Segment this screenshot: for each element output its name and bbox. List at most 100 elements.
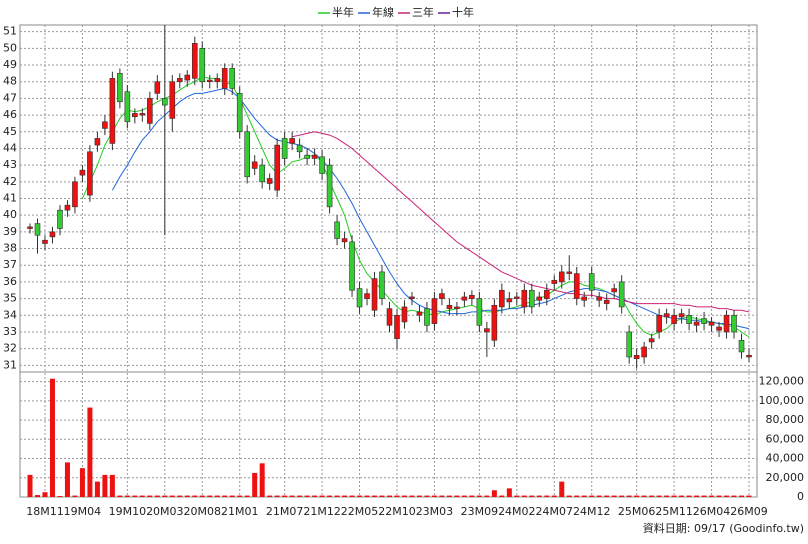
volume-bar <box>611 495 617 497</box>
candle-body <box>319 156 325 174</box>
candle-body <box>244 131 250 178</box>
x-tick-label: 18M11 <box>26 505 64 518</box>
candle-body <box>214 78 221 83</box>
volume-bar <box>409 495 415 497</box>
volume-bar <box>79 468 85 497</box>
candle-body <box>49 231 56 238</box>
volume-bar <box>724 495 730 497</box>
candle-body <box>633 355 640 359</box>
candle-body <box>506 298 513 303</box>
volume-bar <box>297 495 303 497</box>
y-tick-label: 46 <box>3 108 17 121</box>
candle-body <box>42 239 48 244</box>
volume-bar <box>282 495 288 497</box>
volume-bar <box>566 495 572 497</box>
y-tick-label: 44 <box>3 141 17 154</box>
volume-bar <box>357 495 363 497</box>
x-tick-label: 20M03 <box>146 505 184 518</box>
candle-body <box>102 121 108 129</box>
candle-body <box>529 289 535 308</box>
candle-body <box>543 289 550 299</box>
volume-bar <box>401 495 407 497</box>
candle-body <box>439 293 445 299</box>
candle-body <box>738 340 745 353</box>
volume-bar <box>446 495 452 497</box>
volume-bar <box>536 495 542 497</box>
candle-body <box>27 226 33 229</box>
candle-body <box>311 154 318 159</box>
candle-body <box>536 296 543 301</box>
volume-bar <box>237 495 243 497</box>
candle-body <box>72 181 78 208</box>
volume-bar <box>476 495 482 497</box>
candle-body <box>259 164 265 183</box>
candle-body <box>581 296 588 301</box>
y2-tick-label: 0 <box>797 490 804 503</box>
candle-body <box>641 346 647 358</box>
volume-bar <box>454 495 460 497</box>
candle-body <box>461 296 468 301</box>
candle-body <box>266 178 273 184</box>
y-tick-label: 38 <box>3 242 17 255</box>
candle-body <box>671 314 677 324</box>
volume-bar <box>177 495 183 497</box>
volume-bar <box>319 495 325 497</box>
x-tick-label: 22M10 <box>378 505 416 518</box>
y-tick-label: 34 <box>3 308 17 321</box>
volume-bar <box>289 495 295 497</box>
y-tick-label: 47 <box>3 91 17 104</box>
x-tick-label: 19M04 <box>64 505 102 518</box>
volume-bar <box>649 495 655 497</box>
volume-bar <box>124 495 130 497</box>
candle-body <box>57 209 63 229</box>
volume-bar <box>364 495 370 497</box>
volume-bar <box>551 495 557 497</box>
candle-body <box>379 271 385 299</box>
x-tick-label: 25M11 <box>655 505 693 518</box>
volume-bar <box>57 496 63 497</box>
candle-body <box>87 151 93 196</box>
volume-bar <box>162 495 168 497</box>
candle-body <box>229 68 236 89</box>
volume-bar <box>259 463 265 497</box>
volume-bar <box>184 495 190 497</box>
candle-body <box>64 204 71 211</box>
volume-bar <box>694 495 700 497</box>
candle-body <box>416 311 423 316</box>
candle-body <box>251 161 258 169</box>
candle-body <box>603 299 610 304</box>
candle-body <box>274 144 280 191</box>
y2-tick-label: 120,000 <box>759 375 805 388</box>
candle-body <box>476 298 483 326</box>
candle-body <box>723 314 730 333</box>
volume-bar <box>139 495 145 497</box>
candle-body <box>678 313 685 318</box>
volume-bar <box>42 492 48 497</box>
candle-body <box>169 81 176 119</box>
candle-body <box>176 78 183 83</box>
candle-body <box>236 93 243 133</box>
candle-body <box>708 321 715 326</box>
volume-bar <box>634 495 640 497</box>
volume-bar <box>244 495 250 497</box>
candle-body <box>648 338 655 343</box>
y-tick-label: 36 <box>3 275 17 288</box>
volume-bar <box>372 495 378 497</box>
volume-bar <box>506 488 512 497</box>
volume-bar <box>154 495 160 497</box>
candle-body <box>566 271 573 274</box>
x-tick-label: 24M07 <box>536 505 574 518</box>
volume-bar <box>169 495 175 497</box>
candle-body <box>611 288 617 293</box>
candle-body <box>514 296 520 299</box>
candle-body <box>596 296 603 301</box>
candle-body <box>124 91 131 123</box>
candle-body <box>109 78 116 144</box>
y2-tick-label: 100,000 <box>759 394 805 407</box>
volume-bar <box>686 495 692 497</box>
volume-bar <box>574 495 580 497</box>
volume-bar <box>49 378 55 497</box>
volume-bar <box>199 495 205 497</box>
volume-bar <box>222 495 228 497</box>
